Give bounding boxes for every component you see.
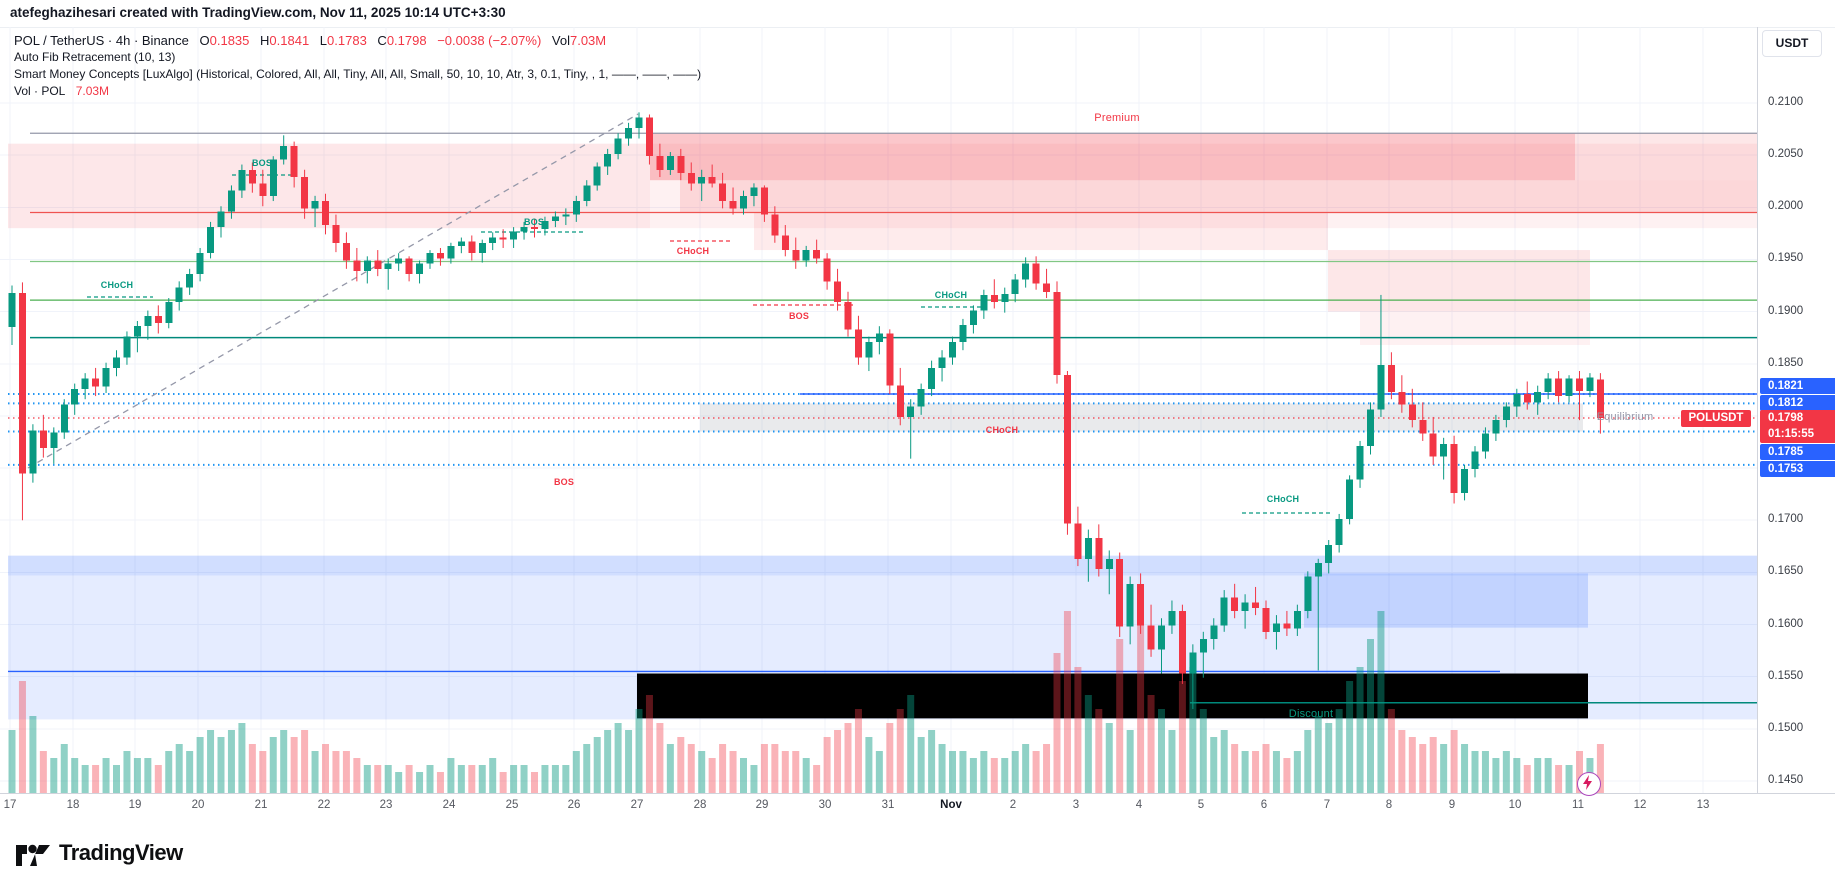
low-value: 0.1783 (327, 33, 367, 48)
equilibrium-band (700, 403, 1583, 432)
tradingview-logo[interactable]: TradingView (16, 840, 183, 866)
volume-bars (8, 611, 1604, 793)
gridlines (0, 27, 1757, 793)
supply-dark-fade (1575, 133, 1757, 181)
low-label: L (319, 33, 328, 48)
countdown-timer: 01:15:55 (1768, 428, 1815, 440)
discount-teal (637, 673, 1588, 719)
time-axis-border (0, 793, 1835, 794)
symbol-title[interactable]: POL / TetherUS · 4h · Binance (14, 33, 189, 48)
symbol-legend-row[interactable]: POL / TetherUS · 4h · Binance O0.1835 H0… (14, 33, 701, 48)
demand-dark (1304, 573, 1588, 628)
indicator-vol-row[interactable]: Vol · POL 7.03M (14, 84, 701, 99)
open-label: O (199, 33, 210, 48)
high-value: 0.1841 (269, 33, 310, 48)
supply-mid (680, 180, 1757, 213)
close-value: 0.1798 (386, 33, 427, 48)
indicator-smc-row[interactable]: Smart Money Concepts [LuxAlgo] (Historic… (14, 67, 702, 81)
premium-pale-band (8, 143, 1757, 229)
lightning-icon[interactable] (1577, 772, 1601, 796)
demand-strip (8, 555, 1757, 576)
supply-right (1328, 250, 1590, 312)
last-price-badge[interactable]: 0.1798 01:15:55 (1760, 410, 1835, 443)
currency-toggle-button[interactable]: USDT (1762, 30, 1822, 57)
separator (0, 27, 1835, 28)
close-label: C (377, 33, 387, 48)
tradingview-logo-mark (16, 844, 50, 866)
indicator-fib-row[interactable]: Auto Fib Retracement (10, 13) (14, 50, 176, 64)
supply-dark (650, 133, 1575, 181)
vol-indicator-label: Vol · POL (14, 84, 66, 98)
open-value: 0.1835 (209, 33, 250, 48)
smc-zones (8, 133, 1757, 720)
change-value: −0.0038 (−2.07%) (437, 33, 542, 48)
attribution-text: atefeghazihesari created with TradingVie… (10, 5, 506, 20)
fib-level-lines (8, 132, 1757, 704)
chart-legend: POL / TetherUS · 4h · Binance O0.1835 H0… (14, 33, 701, 101)
supply-right-fade (1360, 311, 1590, 345)
dashed-trendline (27, 113, 639, 469)
supply-low (754, 212, 1328, 251)
volume-label: Vol (551, 33, 570, 48)
volume-value: 7.03M (569, 33, 607, 48)
high-label: H (260, 33, 270, 48)
tradingview-logo-text: TradingView (59, 840, 183, 865)
price-axis-border (1757, 27, 1758, 793)
last-price-value: 0.1798 (1768, 412, 1804, 424)
vol-indicator-value: 7.03M (75, 84, 110, 98)
symbol-price-label: POLUSDT (1681, 410, 1751, 427)
candlesticks (8, 112, 1604, 709)
structure-dashes (87, 174, 1331, 514)
